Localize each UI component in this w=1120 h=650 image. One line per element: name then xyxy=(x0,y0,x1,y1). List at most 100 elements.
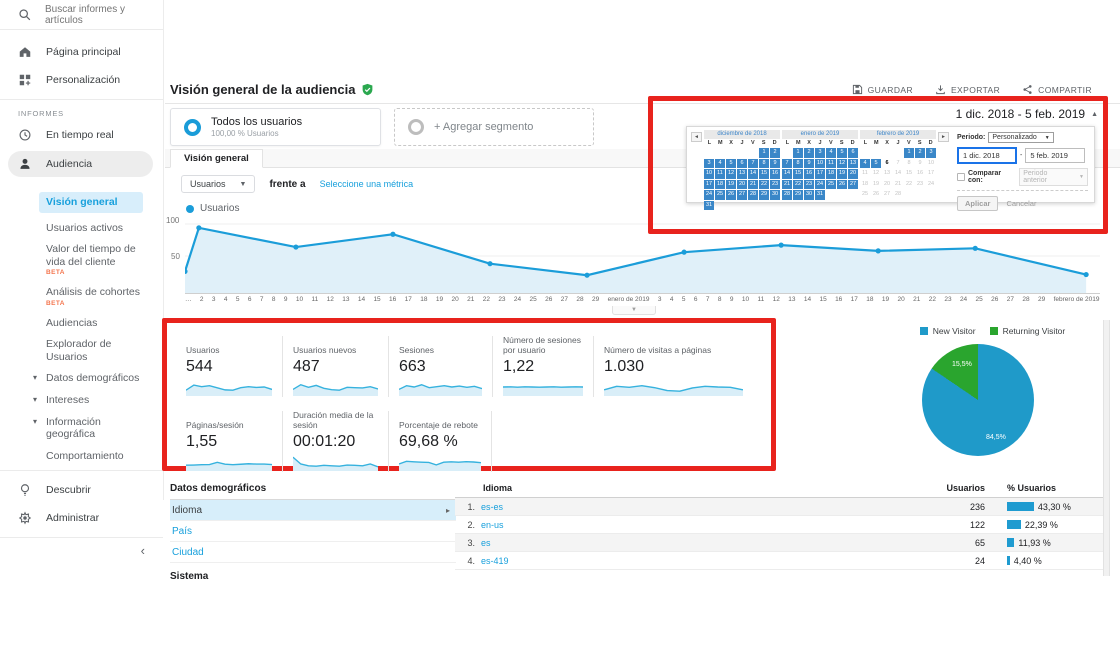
date-range-display[interactable]: 1 dic. 2018 - 5 feb. 2019 ▲ xyxy=(956,107,1098,121)
language-link[interactable]: es xyxy=(481,537,491,548)
calendar-day[interactable]: 5 xyxy=(726,158,736,168)
calendar-day[interactable]: 23 xyxy=(916,180,924,187)
sidebar-item-comportamiento[interactable]: ▾Comportamiento xyxy=(46,450,146,461)
sidebar-collapse-button[interactable]: ‹ xyxy=(0,543,163,558)
metric-card-paginas-sesion[interactable]: Páginas/sesión 1,55 xyxy=(176,411,282,472)
end-date-input[interactable]: 5 feb. 2019 xyxy=(1025,148,1086,163)
calendar-day[interactable]: 16 xyxy=(916,170,924,176)
calendar-day[interactable]: 25 xyxy=(826,179,836,189)
calendar-day[interactable]: 26 xyxy=(837,179,847,189)
language-link[interactable]: es-419 xyxy=(481,555,509,566)
column-header-pct-usuarios[interactable]: % Usuarios xyxy=(1007,483,1057,493)
calendar-day[interactable]: 8 xyxy=(793,158,803,168)
calendar-day[interactable]: 21 xyxy=(782,179,792,189)
calendar-day[interactable]: 31 xyxy=(815,190,825,200)
calendar-day[interactable]: 4 xyxy=(826,148,836,158)
sidebar-item-home[interactable]: Página principal xyxy=(0,38,163,66)
calendar-day[interactable]: 24 xyxy=(927,180,935,187)
calendar-day[interactable]: 7 xyxy=(896,159,900,166)
calendar-day[interactable]: 2 xyxy=(915,148,925,158)
calendar-day[interactable]: 2 xyxy=(804,148,814,158)
calendar-day[interactable]: 18 xyxy=(715,179,725,189)
sidebar-item-audiencias[interactable]: Audiencias xyxy=(46,317,146,330)
calendar-day[interactable]: 2 xyxy=(770,148,780,158)
language-link[interactable]: en-us xyxy=(481,519,504,530)
segment-all-users[interactable]: Todos los usuarios 100,00 % Usuarios xyxy=(170,108,381,146)
calendar-day[interactable]: 28 xyxy=(894,191,902,197)
metric-card-usuarios-nuevos[interactable]: Usuarios nuevos 487 xyxy=(282,336,388,397)
sidebar-item-an-lisis-de-cohortes[interactable]: Análisis de cohortes BETA xyxy=(46,286,146,307)
calendar-day[interactable]: 6 xyxy=(848,148,858,158)
sidebar-item-usuarios-activos[interactable]: Usuarios activos xyxy=(46,222,146,235)
sidebar-item-intereses[interactable]: ▾ Intereses xyxy=(33,394,146,407)
search-input[interactable]: Buscar informes y artículos xyxy=(0,0,163,30)
calendar-day[interactable]: 18 xyxy=(861,180,869,187)
calendar-day[interactable]: 1 xyxy=(904,148,914,158)
sidebar-item-valor-del-tiempo-de-vida-del-cliente[interactable]: Valor del tiempo de vida del cliente BETA xyxy=(46,243,146,277)
expand-caret-icon[interactable]: ▾ xyxy=(33,394,38,404)
calendar-day[interactable]: 22 xyxy=(793,179,803,189)
calendar-day[interactable]: 27 xyxy=(737,190,747,200)
export-button[interactable]: EXPORTAR xyxy=(935,84,1000,95)
calendar-day[interactable]: 30 xyxy=(804,190,814,200)
calendar-day[interactable]: 6 xyxy=(885,159,889,166)
calendar-day[interactable]: 14 xyxy=(748,169,758,179)
calendar-day[interactable]: 11 xyxy=(715,169,725,179)
calendar-day[interactable]: 9 xyxy=(918,159,922,166)
calendar-day[interactable]: 15 xyxy=(793,169,803,179)
choose-metric-link[interactable]: Seleccione una métrica xyxy=(319,179,414,189)
calendar-day[interactable]: 23 xyxy=(770,179,780,189)
cancel-button[interactable]: Cancelar xyxy=(1006,199,1037,208)
calendar-day[interactable]: 16 xyxy=(770,169,780,179)
calendar-day[interactable]: 28 xyxy=(782,190,792,200)
calendar-day[interactable]: 27 xyxy=(848,179,858,189)
sidebar-item-realtime[interactable]: En tiempo real xyxy=(0,121,163,149)
calendar-day[interactable]: 26 xyxy=(872,191,880,197)
period-type-select[interactable]: Personalizado ▼ xyxy=(988,132,1054,143)
start-date-input[interactable]: 1 dic. 2018 xyxy=(957,147,1017,164)
language-link[interactable]: es-es xyxy=(481,501,504,512)
demographics-item-idioma[interactable]: Idioma ▸ xyxy=(170,500,456,521)
scrollbar[interactable] xyxy=(1103,320,1110,576)
calendar-day[interactable]: 4 xyxy=(715,158,725,168)
demographics-item-ciudad[interactable]: Ciudad xyxy=(170,542,456,563)
calendar-day[interactable]: 22 xyxy=(905,180,913,187)
sidebar-item-datos-demogr-ficos[interactable]: ▾ Datos demográficos xyxy=(33,372,146,385)
calendar-day[interactable]: 25 xyxy=(861,191,869,197)
metric-card-usuarios[interactable]: Usuarios 544 xyxy=(176,336,282,397)
sidebar-item-personalization[interactable]: Personalización xyxy=(0,66,163,94)
calendar-day[interactable]: 24 xyxy=(815,179,825,189)
expand-caret-icon[interactable]: ▾ xyxy=(33,373,38,383)
column-header-usuarios[interactable]: Usuarios xyxy=(946,483,985,493)
sidebar-item-administrar[interactable]: Administrar xyxy=(0,504,163,532)
calendar-day[interactable]: 18 xyxy=(826,169,836,179)
metric-card-visitas-paginas[interactable]: Número de visitas a páginas 1.030 xyxy=(593,336,753,397)
column-header-idioma[interactable]: Idioma xyxy=(483,483,513,493)
calendar-day[interactable]: 20 xyxy=(883,180,891,187)
calendar-day[interactable]: 28 xyxy=(748,190,758,200)
calendar-day[interactable]: 3 xyxy=(815,148,825,158)
calendar-day[interactable]: 5 xyxy=(837,148,847,158)
sidebar-item-descubrir[interactable]: Descubrir xyxy=(0,476,163,504)
metric-card-duracion-media[interactable]: Duración media de la sesión 00:01:20 xyxy=(282,411,388,472)
calendar-day[interactable]: 31 xyxy=(704,200,714,210)
add-segment-button[interactable]: + Agregar segmento xyxy=(394,108,594,146)
calendar-day[interactable]: 12 xyxy=(872,170,880,176)
users-line-chart[interactable] xyxy=(182,220,1100,294)
calendar-day[interactable]: 13 xyxy=(737,169,747,179)
calendar-day[interactable]: 25 xyxy=(715,190,725,200)
calendar-day[interactable]: 26 xyxy=(726,190,736,200)
calendar-day[interactable]: 3 xyxy=(704,158,714,168)
calendar-day[interactable]: 27 xyxy=(883,191,891,197)
calendar-day[interactable]: 19 xyxy=(726,179,736,189)
calendar-day[interactable]: 7 xyxy=(782,158,792,168)
calendar-day[interactable]: 21 xyxy=(894,180,902,187)
expand-caret-icon[interactable]: ▾ xyxy=(33,416,38,426)
calendar-day[interactable]: 1 xyxy=(793,148,803,158)
calendar-day[interactable]: 29 xyxy=(759,190,769,200)
visitor-type-pie-chart[interactable] xyxy=(922,344,1034,456)
calendar-day[interactable]: 17 xyxy=(815,169,825,179)
calendar-day[interactable]: 22 xyxy=(759,179,769,189)
calendar-day[interactable]: 12 xyxy=(837,158,847,168)
apply-button[interactable]: Aplicar xyxy=(957,196,999,211)
